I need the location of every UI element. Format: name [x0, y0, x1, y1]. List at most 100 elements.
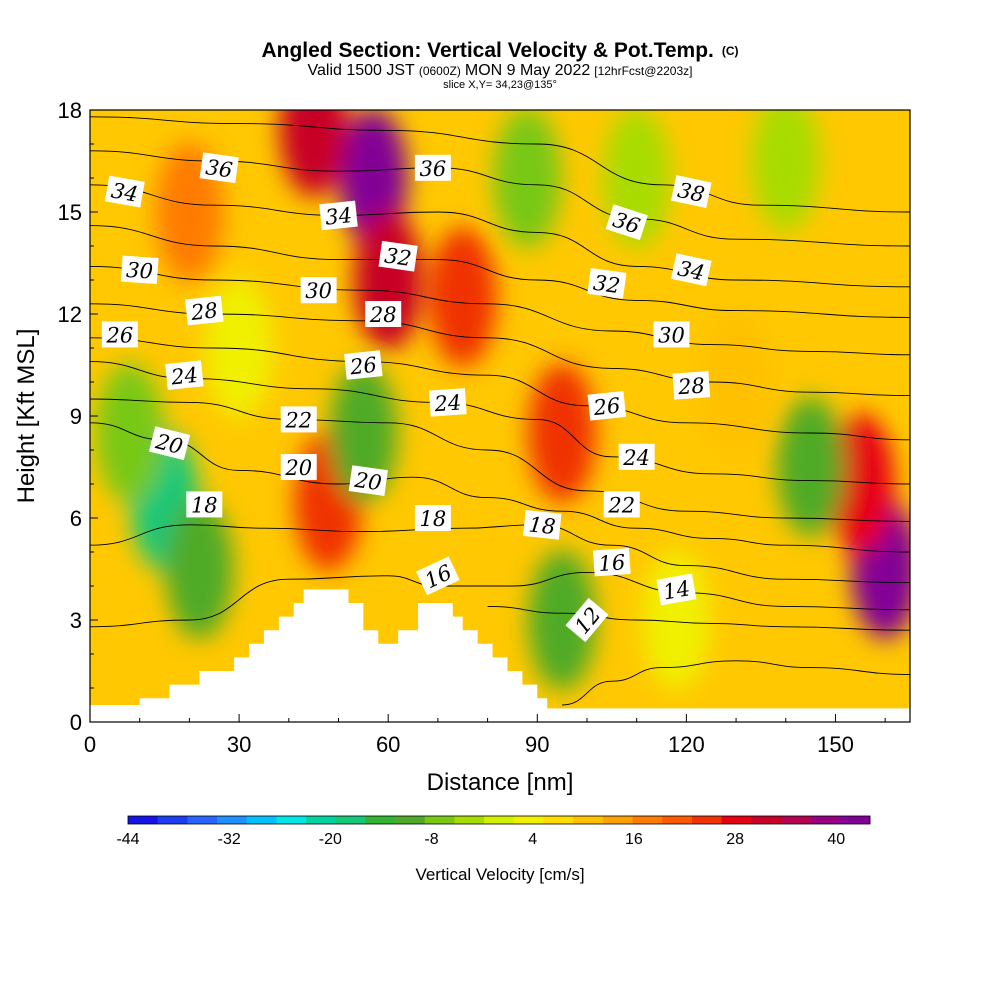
y-tick-label: 18 — [58, 98, 82, 123]
svg-text:22: 22 — [284, 408, 312, 432]
colorbar-swatch — [543, 816, 574, 824]
svg-text:28: 28 — [676, 373, 705, 399]
colorbar-swatch — [780, 816, 811, 824]
colorbar: -44 -32 -20 -8 4 16 28 40 — [116, 815, 871, 848]
y-tick-label: 6 — [70, 506, 82, 531]
contour-label: 20 — [280, 454, 317, 480]
svg-text:30: 30 — [125, 258, 153, 284]
velocity-cell — [751, 110, 820, 231]
colorbar-swatch — [187, 816, 218, 824]
y-tick-label: 12 — [58, 302, 82, 327]
colorbar-swatch — [513, 816, 544, 824]
colorbar-tick-label: -44 — [116, 831, 139, 848]
chart-title: Angled Section: Vertical Velocity & Pot.… — [261, 39, 738, 62]
svg-text:36: 36 — [420, 157, 447, 181]
velocity-cell — [428, 227, 497, 367]
svg-text:20: 20 — [284, 456, 312, 480]
svg-text:18: 18 — [528, 512, 557, 539]
svg-text:30: 30 — [658, 323, 685, 347]
contour-label: 26 — [101, 321, 138, 348]
colorbar-swatch — [276, 816, 307, 824]
colorbar-tick-label: -32 — [218, 831, 241, 848]
svg-text:18: 18 — [420, 507, 447, 531]
colorbar-swatch — [721, 816, 752, 824]
contour-label: 20 — [348, 465, 388, 496]
y-tick-label: 0 — [70, 710, 82, 735]
contour-label: 34 — [319, 200, 358, 231]
contour-label: 36 — [199, 152, 239, 184]
x-tick-label: 90 — [525, 732, 549, 757]
x-tick-label: 0 — [84, 732, 96, 757]
theta-contour-32 — [90, 225, 910, 318]
velocity-cell — [95, 363, 164, 503]
x-axis-label: Distance [nm] — [427, 769, 574, 796]
svg-text:24: 24 — [622, 446, 650, 470]
colorbar-swatch — [454, 816, 485, 824]
svg-text:28: 28 — [369, 303, 397, 327]
contour-label: 36 — [605, 204, 648, 241]
colorbar-swatch — [691, 816, 722, 824]
svg-text:22: 22 — [607, 493, 635, 517]
colorbar-tick-label: 28 — [726, 831, 744, 848]
colorbar-tick-label: 40 — [827, 831, 845, 848]
svg-text:24: 24 — [433, 390, 462, 416]
theta-contour-30 — [90, 265, 910, 356]
plot-area: 36 34 34 36 32 30 30 28 28 26 26 24 24 22 20 20 20 18 18 18… — [90, 110, 910, 722]
colorbar-swatch — [128, 816, 158, 824]
colorbar-label: Vertical Velocity [cm/s] — [415, 865, 584, 884]
chart-subtitle: Valid 1500 JST (0600Z) MON 9 May 2022 [12hr… — [308, 62, 693, 79]
contour-label: 30 — [300, 277, 337, 304]
svg-text:32: 32 — [383, 243, 413, 270]
svg-text:28: 28 — [189, 298, 219, 325]
theta-contour-12 — [562, 660, 910, 706]
theta-contour-34 — [90, 184, 910, 288]
svg-text:20: 20 — [352, 468, 383, 496]
svg-text:36: 36 — [204, 155, 234, 182]
colorbar-swatch — [157, 816, 188, 824]
svg-text:30: 30 — [305, 279, 332, 303]
colorbar-swatch — [217, 816, 248, 824]
svg-text:34: 34 — [676, 256, 707, 285]
contour-label: 18 — [186, 491, 223, 518]
x-tick-label: 30 — [227, 732, 251, 757]
theta-contour-16 — [90, 571, 910, 628]
theta-contours — [90, 116, 910, 706]
velocity-cell — [329, 363, 398, 503]
y-tick-label: 15 — [58, 200, 82, 225]
theta-contour-26 — [90, 337, 910, 441]
contour-label: 32 — [587, 268, 627, 299]
contour-label: 38 — [671, 175, 712, 209]
velocity-cell — [528, 363, 597, 503]
contour-label: 22 — [280, 406, 317, 433]
contour-label: 22 — [603, 491, 640, 518]
contour-label: 32 — [378, 240, 418, 272]
contour-label: 18 — [522, 509, 562, 540]
y-tick-label: 9 — [70, 404, 82, 429]
colorbar-swatch — [395, 816, 426, 824]
terrain — [90, 589, 910, 722]
colorbar-swatch — [484, 816, 515, 824]
svg-text:14: 14 — [661, 576, 691, 604]
theta-contour-22 — [90, 398, 910, 522]
colorbar-swatch — [751, 816, 782, 824]
velocity-cell — [279, 110, 348, 197]
contour-label: 24 — [428, 388, 467, 417]
colorbar-swatch — [810, 816, 841, 824]
colorbar-swatch — [573, 816, 604, 824]
svg-text:26: 26 — [591, 393, 621, 420]
contour-label: 28 — [672, 371, 711, 400]
svg-text:32: 32 — [592, 271, 622, 298]
contour-label: 24 — [165, 360, 204, 391]
contour-label: 26 — [344, 350, 383, 380]
svg-text:26: 26 — [348, 353, 378, 380]
colorbar-tick-label: -8 — [424, 831, 438, 848]
contour-labels: 36 34 34 36 32 30 30 28 28 26 26 24 24 22 20 20 20 18 18 18… — [101, 152, 712, 643]
contour-label: 20 — [148, 426, 191, 461]
svg-text:34: 34 — [324, 203, 353, 230]
theta-contour-14 — [487, 605, 910, 631]
theta-contour-18 — [90, 524, 910, 584]
y-tick-label: 3 — [70, 608, 82, 633]
velocity-cell — [493, 110, 562, 248]
svg-text:26: 26 — [105, 323, 133, 347]
x-axis: 0 30 60 90 120 150 — [84, 714, 886, 757]
